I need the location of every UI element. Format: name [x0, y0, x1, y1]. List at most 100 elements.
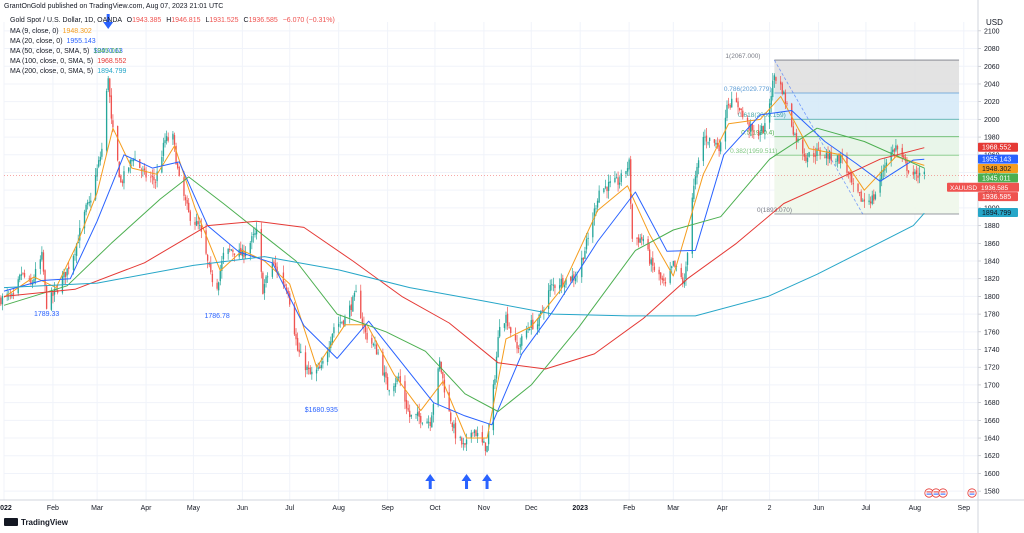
fib-level-label: 0.382(1959.511)	[730, 148, 777, 155]
y-tick-label: 1660	[984, 418, 1000, 425]
y-tick-label: 2100	[984, 28, 1000, 35]
candle-body	[319, 366, 321, 369]
candle-body	[98, 160, 100, 167]
candle-body	[17, 279, 19, 294]
candle-body	[816, 148, 818, 156]
candle-body	[802, 139, 804, 154]
candle-body	[740, 108, 742, 110]
candle-body	[558, 285, 561, 289]
candle-body	[481, 432, 483, 443]
candle-body	[871, 195, 873, 204]
fib-zone	[774, 155, 960, 215]
candle-body	[704, 136, 706, 138]
published-text: GrantOnGold published on TradingView.com…	[4, 3, 224, 10]
candle-body	[685, 266, 687, 280]
flag-stripe	[926, 493, 932, 495]
candle-body	[105, 91, 108, 151]
candle-body	[394, 383, 397, 387]
candle-body	[527, 328, 529, 331]
candle-body	[172, 133, 174, 140]
candle-body	[729, 105, 731, 108]
candle-body	[450, 412, 452, 422]
candle-body	[86, 202, 89, 205]
tradingview-logo[interactable]: TradingView	[4, 518, 68, 527]
legend-value: 1955.143	[66, 38, 96, 45]
candle-body	[868, 200, 870, 203]
candle-body	[680, 267, 682, 278]
candle-body	[416, 412, 419, 416]
y-tick-label: 2060	[984, 64, 1000, 71]
axis-price-tag-label: 1945.011	[982, 175, 1011, 182]
y-tick-label: 1640	[984, 436, 1000, 443]
candle-body	[836, 155, 839, 162]
candle-body	[79, 227, 81, 241]
candle-body	[216, 282, 218, 289]
candle-body	[694, 176, 697, 185]
candle-body	[585, 239, 588, 250]
candle-body	[858, 192, 861, 193]
candle-body	[45, 285, 48, 309]
candle-body	[828, 151, 831, 160]
candle-body	[625, 171, 627, 174]
candle-body	[255, 228, 258, 235]
y-tick-label: 1800	[984, 294, 1000, 301]
legend-ma20[interactable]: MA (20, close, 0) 1955.143	[10, 38, 96, 45]
candle-body	[341, 321, 343, 323]
candle-body	[382, 352, 384, 375]
legend-ma200[interactable]: MA (200, close, 0, SMA, 5) 1894.799	[10, 68, 126, 75]
candle-body	[298, 349, 300, 353]
candle-body	[786, 103, 788, 105]
candle-body	[606, 186, 608, 192]
candle-body	[562, 277, 564, 287]
arrow-up-icon	[425, 474, 436, 489]
candle-body	[639, 238, 641, 243]
candle-body	[901, 147, 903, 157]
candle-body	[383, 372, 386, 377]
symbol-tag-price: 1936.585	[981, 185, 1008, 192]
candle-body	[893, 149, 896, 152]
candle-body	[320, 365, 322, 368]
candle-body	[552, 284, 555, 286]
legend-label: MA (50, close, 0, SMA, 5)	[10, 48, 90, 55]
candle-body	[598, 190, 600, 203]
legend-ma100[interactable]: MA (100, close, 0, SMA, 5) 1968.552	[10, 58, 126, 65]
candle-body	[453, 424, 455, 429]
candle-body	[360, 290, 362, 319]
candle-body	[361, 318, 364, 323]
candle-body	[311, 371, 313, 375]
candle-body	[134, 158, 136, 161]
candle-body	[306, 366, 308, 370]
candle-body	[683, 280, 686, 285]
legend-ma9[interactable]: MA (9, close, 0) 1948.302	[10, 28, 92, 35]
candle-body	[107, 78, 109, 91]
ohlc-line: Gold Spot / U.S. Dollar, 1D, OANDA O1943…	[10, 17, 335, 24]
open-value: 1943.385	[132, 17, 162, 24]
candle-body	[68, 266, 70, 270]
high-value: 1946.815	[171, 17, 201, 24]
legend-ma50[interactable]: MA (50, close, 0, SMA, 5) 1945.011	[10, 48, 122, 55]
candle-body	[691, 197, 693, 254]
candle-body	[333, 327, 335, 334]
y-tick-label: 1620	[984, 453, 1000, 460]
candle-body	[780, 81, 782, 85]
candle-body	[751, 123, 753, 131]
candle-body	[514, 334, 517, 341]
candle-body	[459, 436, 461, 438]
candle-body	[896, 145, 899, 150]
legend-value: 1894.799	[97, 68, 127, 75]
y-tick-label: 1580	[984, 489, 1000, 496]
candle-body	[184, 197, 187, 201]
candle-body	[178, 167, 180, 176]
candle-body	[317, 367, 319, 370]
candle-body	[200, 225, 202, 232]
candle-body	[265, 276, 267, 283]
us-flag-event-icon	[967, 488, 977, 498]
candle-body	[617, 177, 619, 185]
candle-body	[805, 155, 807, 161]
candle-body	[129, 159, 131, 166]
candle-body	[642, 238, 645, 242]
candle-body	[116, 125, 119, 161]
candle-body	[727, 103, 730, 106]
candle-body	[795, 133, 798, 142]
